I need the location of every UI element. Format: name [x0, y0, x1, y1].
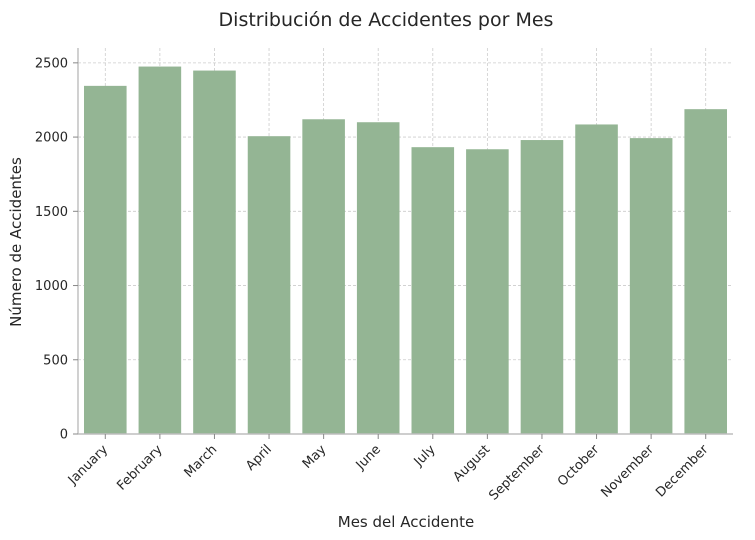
bar-august [466, 149, 509, 434]
y-axis-label: Número de Accidentes [7, 157, 25, 327]
x-tick-label: July [411, 442, 439, 470]
y-tick-label: 2000 [35, 131, 68, 146]
x-tick-label: June [353, 442, 384, 473]
bar-april [247, 136, 291, 434]
x-tick-label: March [182, 442, 221, 481]
y-tick-label: 1000 [35, 279, 68, 294]
x-tick-label: December [653, 442, 712, 501]
x-axis-label: Mes del Accidente [338, 513, 474, 531]
bars [84, 66, 727, 435]
bar-january [84, 85, 127, 434]
x-axis-ticks: January February March April May June July Augu… [65, 434, 712, 504]
x-tick-label: May [300, 442, 330, 472]
x-tick-label: February [114, 442, 166, 494]
chart-title: Distribución de Accidentes por Mes [219, 9, 554, 31]
axes [77, 48, 733, 435]
y-axis-ticks: 0 500 1000 1500 2000 2500 [35, 56, 78, 443]
bar-july [411, 147, 455, 434]
y-tick-label: 1500 [35, 205, 68, 220]
bar-october [575, 124, 618, 434]
x-tick-label: September [486, 442, 548, 504]
bar-february [138, 66, 182, 435]
x-tick-label: April [243, 442, 275, 474]
y-tick-label: 2500 [35, 56, 68, 71]
bar-march [193, 70, 236, 434]
y-tick-label: 500 [43, 353, 68, 368]
bar-june [356, 122, 400, 434]
x-tick-label: August [450, 442, 493, 485]
bar-may [302, 119, 345, 434]
bar-november [629, 138, 673, 434]
x-tick-label: October [555, 442, 603, 490]
x-tick-label: November [599, 442, 658, 501]
bar-december [684, 109, 727, 435]
x-tick-label: January [65, 442, 111, 488]
y-tick-label: 0 [60, 428, 68, 443]
bar-september [520, 140, 564, 435]
